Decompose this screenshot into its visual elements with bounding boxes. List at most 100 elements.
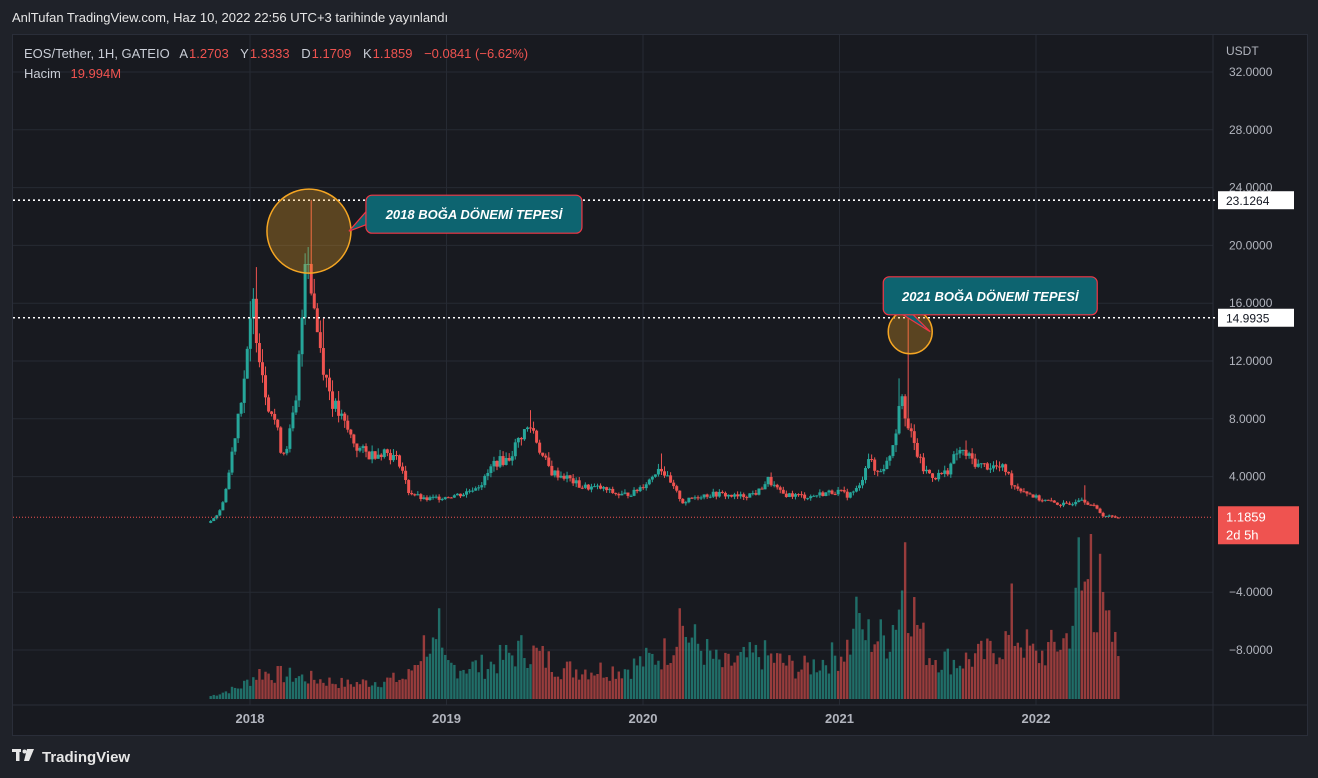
highlight-circle — [266, 188, 352, 274]
candle-body — [702, 494, 706, 498]
candle-body — [927, 469, 931, 474]
volume-bar — [568, 661, 572, 699]
volume-bar — [861, 629, 864, 699]
candle-body — [864, 468, 868, 480]
volume-bar — [468, 669, 471, 699]
y-tick-label: −8.0000 — [1229, 643, 1273, 657]
volume-bar — [931, 664, 934, 699]
current-price-tag — [1218, 506, 1299, 545]
candle-body — [790, 493, 794, 497]
candle-body — [1040, 500, 1044, 502]
candle-body — [818, 492, 822, 496]
candle-body — [1116, 517, 1120, 519]
volume-bar — [474, 660, 477, 699]
candle-body — [334, 400, 338, 409]
candle-body — [297, 354, 301, 401]
volume-bar — [727, 653, 730, 699]
volume-bar — [239, 688, 243, 699]
volume-bar — [413, 665, 416, 699]
volume-bar — [605, 677, 608, 699]
volume-bar — [833, 655, 837, 699]
candle-body — [1022, 491, 1026, 493]
candle-body — [766, 476, 770, 485]
candle-body — [461, 494, 465, 497]
candle-body — [909, 428, 913, 432]
volume-bar — [574, 669, 578, 699]
volume-bar — [221, 692, 225, 699]
volume-bar — [983, 659, 986, 699]
candle-body — [529, 427, 533, 429]
volume-bar — [608, 680, 611, 699]
candle-body — [233, 438, 237, 452]
candle-body — [565, 475, 569, 479]
candle-body — [361, 446, 365, 449]
volume-bar — [925, 665, 928, 699]
volume-bar — [544, 667, 547, 699]
tradingview-logo-icon — [12, 748, 36, 767]
candle-body — [596, 485, 600, 487]
candle-body — [379, 454, 383, 458]
volume-bar — [992, 653, 995, 699]
volume-bar — [270, 680, 273, 699]
volume-bar — [934, 660, 937, 699]
candle-body — [443, 497, 447, 500]
volume-bar — [766, 655, 770, 699]
candle-body — [294, 400, 298, 413]
volume-bar — [903, 542, 907, 699]
volume-bar — [757, 657, 761, 699]
volume-bar — [943, 651, 946, 699]
close-value: 1.1859 — [372, 46, 413, 61]
candle-body — [781, 489, 785, 494]
candle-body — [282, 452, 286, 454]
volume-bar — [486, 669, 490, 699]
candle-body — [541, 452, 545, 456]
candle-body — [547, 457, 551, 466]
candle-body — [958, 450, 962, 454]
candle-body — [696, 497, 700, 499]
candle-body — [605, 487, 609, 491]
candle-body — [495, 460, 499, 467]
candle-body — [273, 413, 277, 420]
candle-body — [571, 478, 575, 484]
candle-body — [410, 493, 414, 495]
candle-body — [1065, 502, 1069, 504]
volume-bar — [632, 658, 636, 699]
candle-body — [745, 497, 749, 499]
volume-bar — [300, 674, 304, 699]
candle-body — [522, 429, 526, 440]
tradingview-footer[interactable]: TradingView — [12, 748, 130, 767]
volume-bar — [1025, 629, 1029, 699]
candle-body — [501, 456, 505, 465]
volume-bar — [252, 677, 255, 699]
candle-body — [708, 496, 712, 498]
candle-body — [248, 318, 252, 349]
candle-body — [684, 502, 688, 504]
candle-body — [830, 490, 834, 494]
candle-body — [952, 454, 956, 464]
candle-body — [815, 495, 819, 497]
candle-body — [806, 498, 810, 500]
candle-body — [270, 411, 274, 414]
candle-body — [398, 455, 402, 467]
candle-body — [921, 457, 925, 472]
candle-body — [236, 413, 240, 439]
candle-body — [254, 298, 258, 344]
volume-bar — [511, 655, 514, 699]
candle-body — [824, 492, 828, 497]
chart-frame[interactable]: 2018 BOĞA DÖNEMİ TEPESİ 2021 BOĞA DÖNEMİ … — [12, 34, 1308, 736]
candle-body — [961, 449, 965, 451]
volume-bar — [952, 659, 956, 699]
volume-bar — [1001, 659, 1004, 699]
candle-body — [230, 451, 234, 473]
volume-bar — [821, 659, 825, 699]
volume-bar — [581, 674, 584, 699]
candle-body — [614, 493, 618, 495]
volume-bar — [258, 669, 261, 699]
candle-body — [1034, 495, 1038, 498]
volume-bar — [702, 664, 706, 699]
candle-body — [507, 457, 511, 461]
volume-bar — [879, 619, 882, 699]
price-chart[interactable]: 2018 BOĞA DÖNEMİ TEPESİ 2021 BOĞA DÖNEMİ … — [13, 35, 1307, 735]
symbol-label[interactable]: EOS/Tether, 1H, GATEIO — [24, 46, 170, 61]
candle-body — [894, 433, 898, 446]
